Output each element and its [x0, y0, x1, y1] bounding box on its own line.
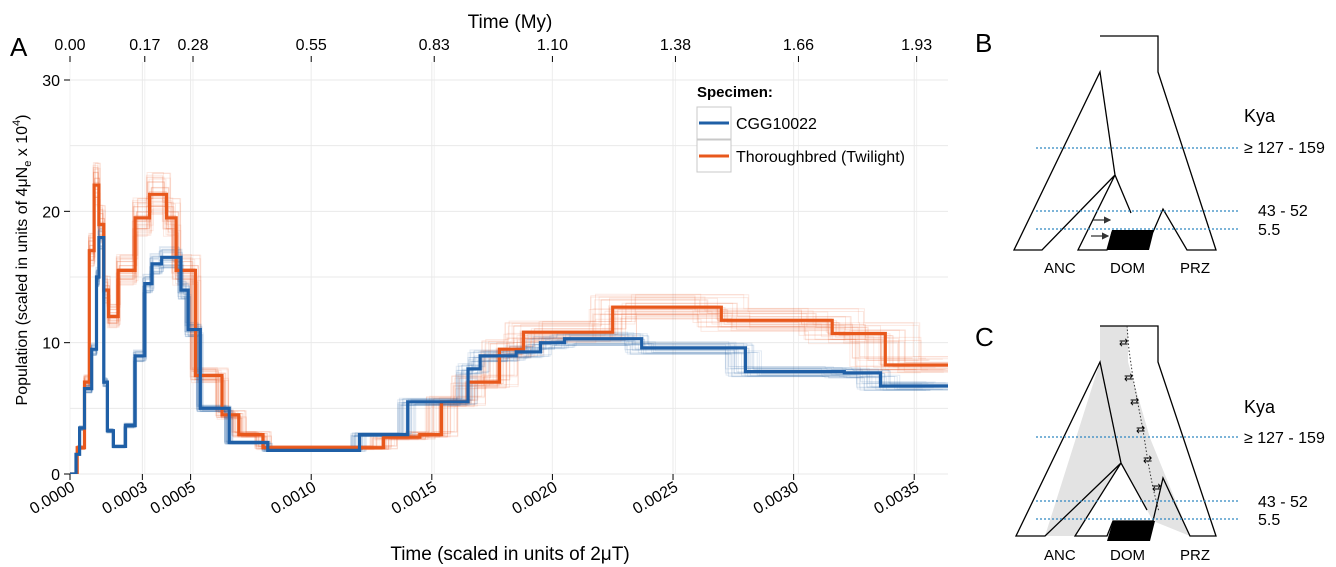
y-tick-label-1: 10: [42, 336, 60, 353]
band-cgg10022-24: [70, 245, 948, 474]
band-thoroughbred-19: [70, 172, 919, 474]
diagram-c-arrows-3: ⇄: [1130, 396, 1139, 408]
diagram-c: ⇄ ⇄ ⇄ ⇄ ⇄ ⇄ Kya ≥ 127 - 159 43 - 52 5.5 …: [1014, 325, 1325, 564]
top-tick-label-7: 1.66: [783, 37, 814, 54]
diagram-c-pop-dom: DOM: [1110, 547, 1145, 564]
diagram-b-level-1: 43 - 52: [1258, 203, 1308, 220]
diagram-c-grey-ancestral: [1045, 326, 1190, 536]
x-tick-label-5: 0.0020: [510, 479, 561, 518]
x-axis-title: Time (scaled in units of 2μT): [390, 544, 629, 565]
diagram-b-level-2: 5.5: [1258, 222, 1280, 239]
diagram-c-lineage: [1014, 325, 1217, 537]
band-cgg10022-18: [70, 229, 948, 474]
diagram-c-kya: Kya: [1244, 397, 1276, 417]
x-tick-label-4: 0.0015: [389, 479, 440, 518]
diagram-b-pop-anc: ANC: [1044, 260, 1076, 277]
band-thoroughbred-4: [70, 188, 948, 474]
x-tick-label-3: 0.0010: [268, 479, 319, 518]
band-thoroughbred-1: [70, 196, 916, 474]
panel-label-c: C: [975, 322, 994, 352]
y-tick-label-2: 20: [42, 204, 60, 221]
y-tick-label-0: 0: [51, 467, 60, 484]
legend: Specimen: CGG10022 Thoroughbred (Twiligh…: [696, 84, 905, 173]
y-axis-title-prefix: Population (scaled in units of 4μN: [14, 167, 31, 406]
top-tick-label-6: 1.38: [660, 37, 691, 54]
diagram-b-pop-prz: PRZ: [1180, 260, 1210, 277]
diagram-b: Kya ≥ 127 - 159 43 - 52 5.5 ANC DOM PRZ: [1010, 35, 1325, 277]
series-line-cgg10022: [70, 236, 948, 474]
legend-title: Specimen:: [697, 84, 773, 101]
diagram-c-gene-flow-path: [1126, 325, 1160, 513]
band-thoroughbred-25: [70, 177, 948, 474]
band-cgg10022-4: [70, 226, 936, 474]
diagram-b-level-0: ≥ 127 - 159: [1244, 140, 1325, 157]
band-thoroughbred-5: [70, 171, 930, 474]
top-tick-label-3: 0.55: [296, 37, 327, 54]
diagram-b-domestic-block: [1107, 230, 1154, 250]
y-tick-label-3: 30: [42, 73, 60, 90]
band-cgg10022-8: [70, 228, 946, 474]
series-lines: [70, 183, 948, 474]
diagram-c-pop-prz: PRZ: [1180, 547, 1210, 564]
band-thoroughbred-38: [70, 167, 948, 474]
legend-entry-1: Thoroughbred (Twilight): [736, 149, 905, 166]
diagram-c-level-1: 43 - 52: [1258, 494, 1308, 511]
diagram-c-domestic-block: [1107, 521, 1155, 541]
diagram-c-arrows-6: ⇄: [1152, 482, 1161, 494]
x-tick-label-7: 0.0030: [751, 479, 802, 518]
x-tick-label-6: 0.0025: [630, 479, 681, 518]
panel-label-b: B: [975, 28, 992, 58]
x-tick-label-8: 0.0035: [871, 479, 922, 518]
top-tick-label-0: 0.00: [54, 37, 85, 54]
x-tick-label-2: 0.0005: [148, 479, 199, 518]
band-thoroughbred-39: [70, 178, 948, 474]
top-axis: 0.00 0.17 0.28 0.55 0.83 1.10 1.38 1.66 1.93: [54, 37, 932, 62]
top-tick-label-1: 0.17: [129, 37, 160, 54]
x-tick-label-0: 0.0000: [27, 479, 78, 518]
band-thoroughbred-16: [70, 162, 921, 474]
diagram-c-arrows-1: ⇄: [1119, 337, 1128, 349]
diagram-c-arrows-2: ⇄: [1124, 372, 1133, 384]
band-thoroughbred-37: [70, 162, 948, 474]
band-thoroughbred-11: [70, 162, 948, 474]
diagram-b-pop-dom: DOM: [1110, 260, 1145, 277]
band-thoroughbred-32: [70, 168, 943, 474]
x-tick-label-1: 0.0003: [99, 479, 150, 518]
band-thoroughbred-3: [70, 167, 913, 474]
diagram-c-arrows-5: ⇄: [1143, 454, 1152, 466]
y-axis-title-sub: e: [22, 161, 34, 167]
diagram-c-level-2: 5.5: [1258, 512, 1280, 529]
top-tick-label-5: 1.10: [537, 37, 568, 54]
y-axis-title: Population (scaled in units of 4μNe x 10…: [11, 115, 34, 406]
diagram-b-outline: [1010, 36, 1216, 250]
band-thoroughbred-29: [70, 177, 948, 474]
bootstrap-bands: [70, 162, 948, 474]
top-tick-label-4: 0.83: [419, 37, 450, 54]
diagram-b-lineage: [1012, 35, 1217, 251]
legend-entry-0: CGG10022: [736, 116, 817, 133]
grid-lines: [69, 62, 948, 475]
diagram-c-arrows-4: ⇄: [1136, 424, 1145, 436]
y-axis-title-sup: 4: [11, 120, 23, 126]
series-line-thoroughbred: [70, 183, 948, 474]
diagram-c-pop-anc: ANC: [1044, 547, 1076, 564]
y-axis-title-mid: x 10: [14, 126, 31, 161]
y-axis-title-suffix: ): [14, 115, 31, 120]
top-tick-label-2: 0.28: [177, 37, 208, 54]
top-tick-label-8: 1.93: [901, 37, 932, 54]
band-cgg10022-15: [70, 229, 934, 474]
y-axis: 0 10 20 30: [42, 73, 70, 484]
band-thoroughbred-36: [70, 172, 929, 474]
panel-label-a: A: [10, 32, 28, 62]
top-axis-title: Time (My): [468, 12, 553, 33]
diagram-b-kya: Kya: [1244, 106, 1276, 126]
band-thoroughbred-22: [70, 166, 926, 474]
diagram-c-level-0: ≥ 127 - 159: [1244, 430, 1325, 447]
band-thoroughbred-21: [70, 164, 913, 474]
